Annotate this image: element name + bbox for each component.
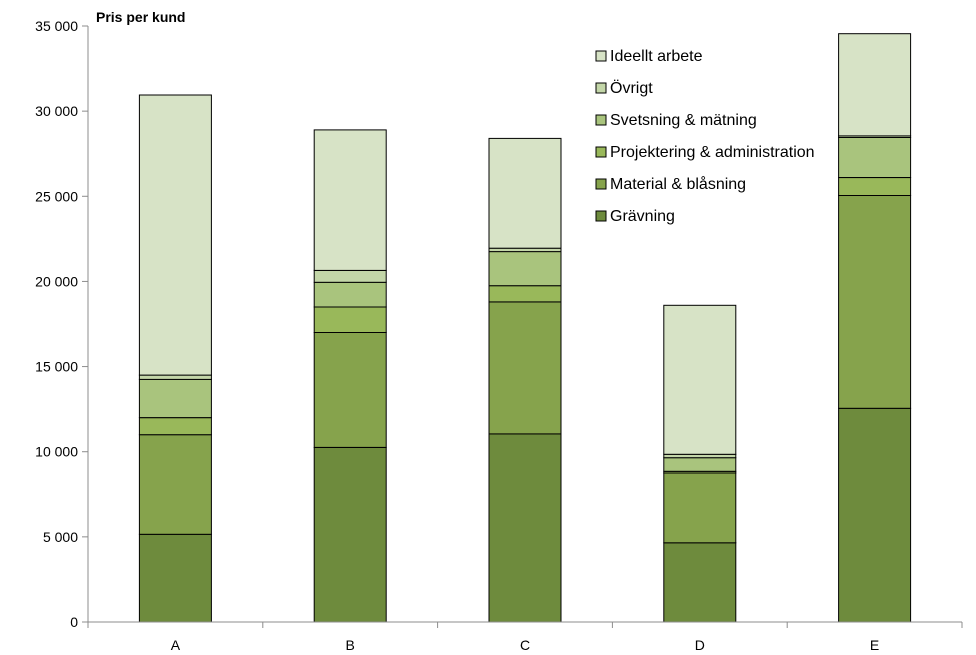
legend: Ideellt arbete Övrigt Svetsning & mätning P… bbox=[595, 48, 815, 225]
bar-segment-e-s4 bbox=[838, 137, 912, 178]
y-tick-label: 10 000 bbox=[35, 444, 78, 460]
bar-segment-b-s3 bbox=[313, 306, 387, 333]
bar-segment-e-s6 bbox=[838, 33, 912, 137]
x-tick-label: A bbox=[171, 637, 181, 653]
bar-segment-b-s5 bbox=[313, 269, 387, 283]
bar-segment-b-s2 bbox=[313, 332, 387, 448]
bar-segment-d-s5 bbox=[663, 453, 737, 459]
y-tick-label: 5 000 bbox=[43, 529, 78, 545]
bar-segment-e-s1 bbox=[838, 407, 912, 623]
bar-segment-a-s2 bbox=[138, 434, 212, 535]
legend-swatch bbox=[595, 82, 607, 94]
y-tick-label: 25 000 bbox=[35, 188, 78, 204]
bar-segment-d-s1 bbox=[663, 542, 737, 623]
x-tick-label: B bbox=[346, 637, 355, 653]
legend-label: Grävning bbox=[610, 208, 675, 225]
bar-segment-b-s6 bbox=[313, 129, 387, 271]
bar-segment-c-s5 bbox=[488, 247, 562, 253]
y-tick-label: 0 bbox=[70, 614, 78, 630]
bar-segment-a-s1 bbox=[138, 533, 212, 623]
bars-group bbox=[138, 33, 912, 623]
legend-label: Svetsning & mätning bbox=[610, 112, 757, 129]
legend-label: Material & blåsning bbox=[610, 175, 746, 193]
bar-segment-e-s3 bbox=[838, 177, 912, 197]
legend-label: Projektering & administration bbox=[610, 144, 815, 161]
legend-swatch bbox=[595, 50, 607, 62]
legend-swatch bbox=[595, 114, 607, 126]
bar-segment-a-s6 bbox=[138, 94, 212, 376]
bar-segment-c-s4 bbox=[488, 251, 562, 287]
bar-segment-e-s2 bbox=[838, 194, 912, 409]
bar-segment-c-s2 bbox=[488, 301, 562, 435]
bar-segment-b-s1 bbox=[313, 447, 387, 623]
bar-segment-c-s6 bbox=[488, 137, 562, 249]
x-tick-label: C bbox=[520, 637, 530, 653]
bar-segment-a-s4 bbox=[138, 378, 212, 419]
x-tick-label: D bbox=[695, 637, 705, 653]
bar-segment-d-s4 bbox=[663, 457, 737, 472]
y-tick-label: 15 000 bbox=[35, 359, 78, 375]
legend-swatch bbox=[595, 146, 607, 158]
bar-segment-d-s6 bbox=[663, 304, 737, 455]
x-tick-label: E bbox=[870, 637, 879, 653]
bar-segment-a-s3 bbox=[138, 417, 212, 436]
bar-segment-c-s3 bbox=[488, 285, 562, 303]
axes-group: 0 5 000 10 000 15 000 20 000 25 000 30 000 35 0… bbox=[35, 18, 963, 653]
y-tick-label: 30 000 bbox=[35, 103, 78, 119]
bar-segment-a-s5 bbox=[138, 374, 212, 380]
bar-segment-d-s2 bbox=[663, 472, 737, 544]
legend-swatch bbox=[595, 178, 607, 190]
y-tick-label: 20 000 bbox=[35, 273, 78, 289]
bar-segment-c-s1 bbox=[488, 433, 562, 623]
y-axis-title: Pris per kund bbox=[96, 9, 185, 25]
bar-segment-b-s4 bbox=[313, 281, 387, 308]
legend-label: Ideellt arbete bbox=[610, 48, 703, 65]
legend-label: Övrigt bbox=[610, 79, 653, 97]
legend-swatch bbox=[595, 210, 607, 222]
y-tick-label: 35 000 bbox=[35, 18, 78, 34]
